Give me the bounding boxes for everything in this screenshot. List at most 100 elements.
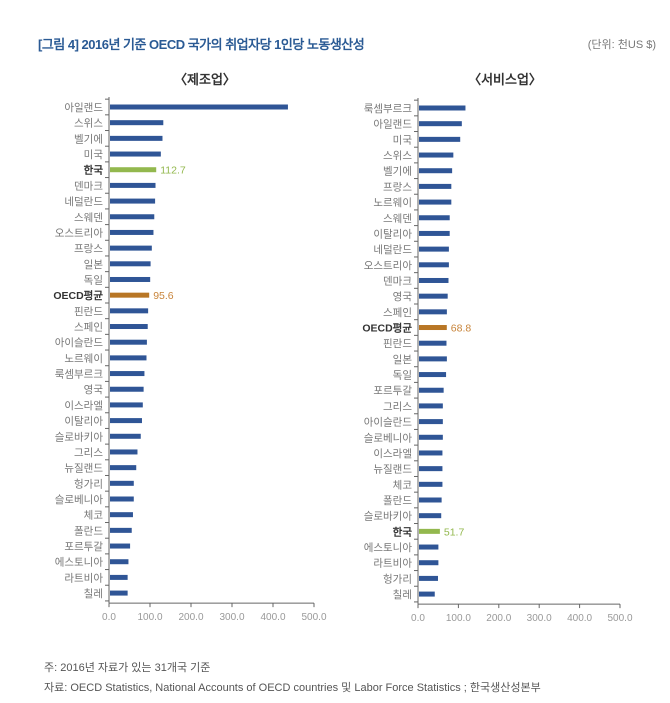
svc-category-label: 폴란드	[383, 495, 412, 507]
mfg-category-label: 칠레	[84, 588, 103, 600]
svc-category-label: 노르웨이	[373, 197, 412, 209]
svc-category-label: 이스라엘	[373, 447, 412, 460]
mfg-category-label: 헝가리	[74, 478, 103, 490]
mfg-bar	[110, 292, 150, 298]
mfg-bar	[110, 198, 156, 204]
svc-category-label: OECD평균	[362, 322, 412, 335]
mfg-bar	[110, 418, 142, 424]
mfg-category-label: 이탈리아	[64, 415, 103, 428]
mfg-bar	[110, 480, 134, 486]
mfg-data-label: 95.6	[153, 290, 174, 302]
mfg-bar	[110, 590, 128, 596]
svc-bar	[419, 450, 443, 456]
svc-chart-title: 〈서비스업〉	[468, 72, 542, 87]
svc-category-label: 한국	[393, 525, 413, 538]
mfg-bar	[110, 135, 163, 141]
svc-bar	[419, 419, 443, 425]
svc-bar	[419, 152, 454, 158]
mfg-bar	[110, 512, 133, 518]
svc-category-label: 칠레	[393, 589, 412, 601]
svc-category-label: 네덜란드	[373, 244, 412, 256]
svc-category-label: 스웨덴	[383, 213, 412, 225]
mfg-bar	[110, 308, 149, 314]
svc-bar	[419, 403, 443, 409]
mfg-bar	[110, 449, 138, 455]
svc-bar	[419, 466, 443, 472]
mfg-x-tick-label: 100.0	[137, 612, 162, 623]
mfg-category-label: 벨기에	[74, 133, 103, 145]
mfg-category-label: 오스트리아	[55, 227, 104, 239]
mfg-category-label: 독일	[84, 273, 103, 286]
mfg-category-label: 포르투갈	[64, 540, 103, 553]
svc-bar	[419, 560, 439, 566]
mfg-category-label: 스페인	[74, 322, 103, 334]
svc-bar	[419, 325, 447, 331]
svc-category-label: 헝가리	[383, 573, 412, 585]
svc-x-tick-label: 500.0	[607, 613, 632, 624]
svc-bar	[419, 168, 453, 174]
svc-data-label: 68.8	[451, 323, 472, 335]
mfg-bar	[110, 355, 147, 361]
mfg-bar	[110, 104, 288, 110]
mfg-category-label: 한국	[84, 164, 104, 177]
mfg-category-label: 핀란드	[74, 306, 103, 318]
mfg-bar	[110, 496, 134, 502]
svc-bar	[419, 575, 438, 581]
svc-category-label: 이탈리아	[373, 227, 412, 240]
svc-category-label: 스위스	[383, 149, 412, 162]
svc-bar	[419, 372, 447, 378]
mfg-category-label: 노르웨이	[64, 353, 103, 365]
mfg-bar	[110, 261, 151, 267]
mfg-bar	[110, 402, 143, 408]
mfg-bar	[110, 276, 151, 282]
source-note: 자료: OECD Statistics, National Accounts o…	[44, 682, 541, 694]
svc-x-tick-label: 0.0	[411, 613, 425, 624]
svc-category-label: 체코	[393, 479, 413, 491]
svc-category-label: 프랑스	[383, 181, 412, 193]
svc-bar	[419, 481, 443, 487]
svc-category-label: 스페인	[383, 307, 412, 319]
svc-category-label: 벨기에	[383, 166, 412, 178]
mfg-bar	[110, 559, 129, 565]
svc-bar	[419, 183, 452, 189]
svc-bar	[419, 356, 447, 362]
svc-bar	[419, 434, 443, 440]
mfg-bar	[110, 339, 147, 345]
mfg-category-label: 이스라엘	[64, 399, 103, 412]
svc-bar	[419, 387, 444, 393]
svc-category-label: 슬로베니아	[364, 432, 413, 444]
mfg-bar	[110, 229, 154, 235]
svc-bar	[419, 591, 435, 597]
svc-bar	[419, 544, 439, 550]
mfg-x-tick-label: 200.0	[178, 612, 203, 623]
svc-bar	[419, 262, 449, 268]
svc-category-label: 영국	[393, 291, 413, 303]
mfg-bar	[110, 527, 132, 533]
mfg-category-label: 뉴질랜드	[64, 463, 103, 475]
svc-bar	[419, 293, 448, 299]
mfg-chart-title: 〈제조업〉	[174, 72, 236, 87]
mfg-category-label: 체코	[84, 510, 104, 522]
mfg-bar	[110, 324, 148, 330]
svc-bar	[419, 136, 461, 142]
mfg-x-tick-label: 300.0	[219, 612, 244, 623]
mfg-category-label: 영국	[84, 384, 104, 396]
svc-x-tick-label: 200.0	[486, 613, 511, 624]
mfg-category-label: 네덜란드	[64, 196, 103, 208]
svc-category-label: 그리스	[383, 401, 412, 413]
svc-category-label: 포르투갈	[373, 384, 412, 397]
mfg-x-tick-label: 0.0	[102, 612, 116, 623]
mfg-category-label: 라트비아	[64, 572, 103, 584]
mfg-bar	[110, 245, 152, 251]
svc-category-label: 슬로바키아	[364, 511, 413, 523]
mfg-x-tick-label: 400.0	[260, 612, 285, 623]
figure-title: [그림 4] 2016년 기준 OECD 국가의 취업자당 1인당 노동생산성	[38, 37, 365, 52]
mfg-category-label: OECD평균	[53, 289, 103, 302]
mfg-category-label: 에스토니아	[55, 557, 104, 569]
svc-category-label: 오스트리아	[364, 260, 413, 272]
mfg-bar	[110, 120, 164, 126]
mfg-category-label: 슬로베니아	[55, 494, 104, 506]
mfg-data-label: 112.7	[160, 165, 186, 177]
svc-category-label: 아일랜드	[373, 118, 412, 131]
